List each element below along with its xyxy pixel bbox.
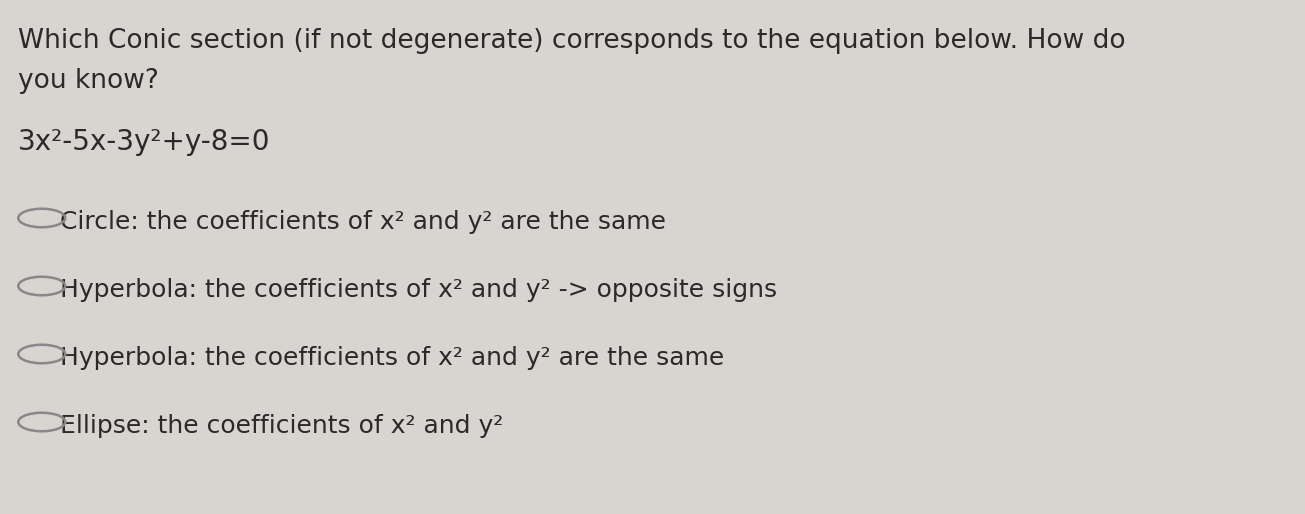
Text: Hyperbola: the coefficients of x² and y² are the same: Hyperbola: the coefficients of x² and y²…	[60, 346, 724, 370]
Text: Ellipse: the coefficients of x² and y²: Ellipse: the coefficients of x² and y²	[60, 414, 504, 438]
Text: Hyperbola: the coefficients of x² and y² -> opposite signs: Hyperbola: the coefficients of x² and y²…	[60, 278, 776, 302]
Text: Which Conic section (if not degenerate) corresponds to the equation below. How d: Which Conic section (if not degenerate) …	[18, 28, 1126, 54]
Text: Circle: the coefficients of x² and y² are the same: Circle: the coefficients of x² and y² ar…	[60, 210, 666, 234]
Text: you know?: you know?	[18, 68, 159, 94]
Text: 3x²-5x-3y²+y-8=0: 3x²-5x-3y²+y-8=0	[18, 128, 270, 156]
